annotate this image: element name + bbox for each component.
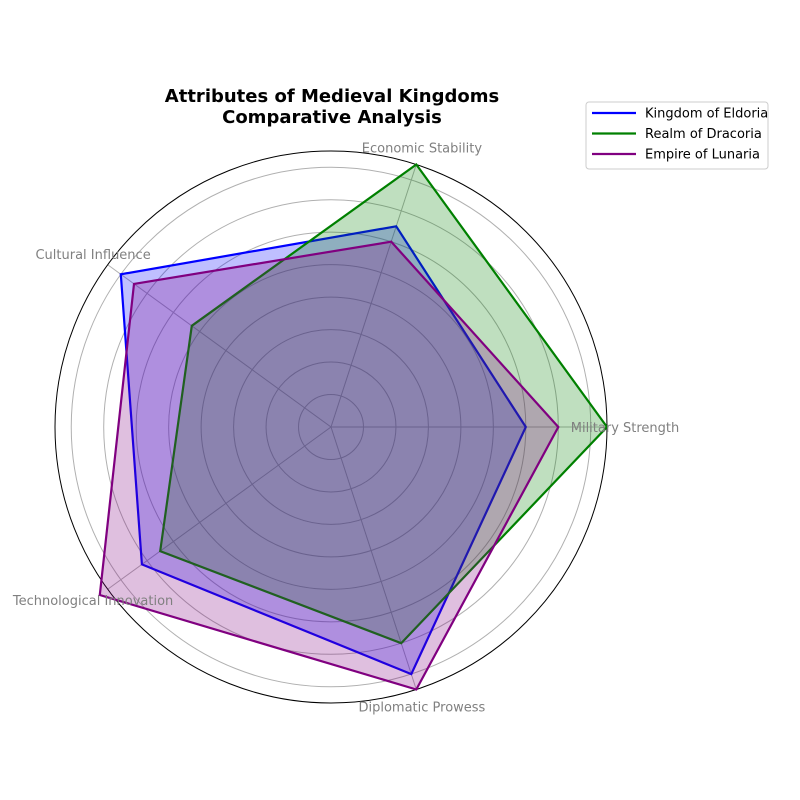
series-fill-realm-of-dracoria (160, 164, 607, 644)
legend-entry-label: Empire of Lunaria (645, 148, 760, 163)
axis-label-layer: Military Strength Economic Stability Cultu… (12, 141, 679, 715)
axis-label: Economic Stability (362, 141, 483, 156)
spoke-line (107, 426, 332, 590)
legend-entry-label: Kingdom of Eldoria (645, 107, 768, 122)
series-line-kingdom-of-eldoria (119, 225, 528, 676)
legend-frame (585, 101, 769, 170)
axis-label: Technological Innovation (12, 594, 173, 609)
axis-label: Cultural Influence (35, 248, 150, 263)
series-fill-kingdom-of-eldoria (120, 226, 526, 675)
grid-layer (54, 150, 608, 704)
chart-title-line-2: Comparative Analysis (222, 107, 442, 128)
series-line-realm-of-dracoria (158, 162, 609, 645)
axis-label: Diplomatic Prowess (358, 701, 485, 716)
series-layer (98, 162, 609, 691)
legend-entry-label: Realm of Dracoria (645, 127, 762, 142)
spoke-line (330, 426, 417, 690)
spoke-line (107, 264, 332, 428)
chart-title-line-1: Attributes of Medieval Kingdoms (165, 86, 499, 107)
spoke-line (330, 164, 417, 428)
series-fill-empire-of-lunaria (99, 241, 559, 690)
axis-label: Military Strength (571, 421, 680, 436)
series-line-empire-of-lunaria (98, 240, 560, 691)
legend: Kingdom of Eldoria Realm of Dracoria Empir… (585, 101, 769, 170)
